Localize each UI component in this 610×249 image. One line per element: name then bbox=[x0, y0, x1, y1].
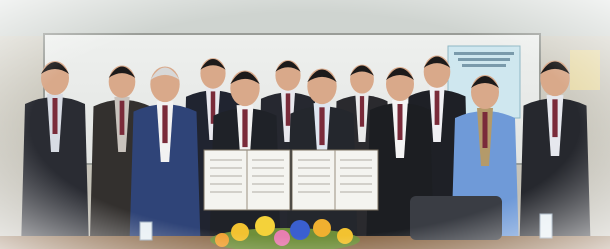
page: (() => { const data = JSON.parse(documen… bbox=[0, 0, 610, 249]
vignette bbox=[0, 0, 610, 249]
photo bbox=[0, 0, 610, 249]
